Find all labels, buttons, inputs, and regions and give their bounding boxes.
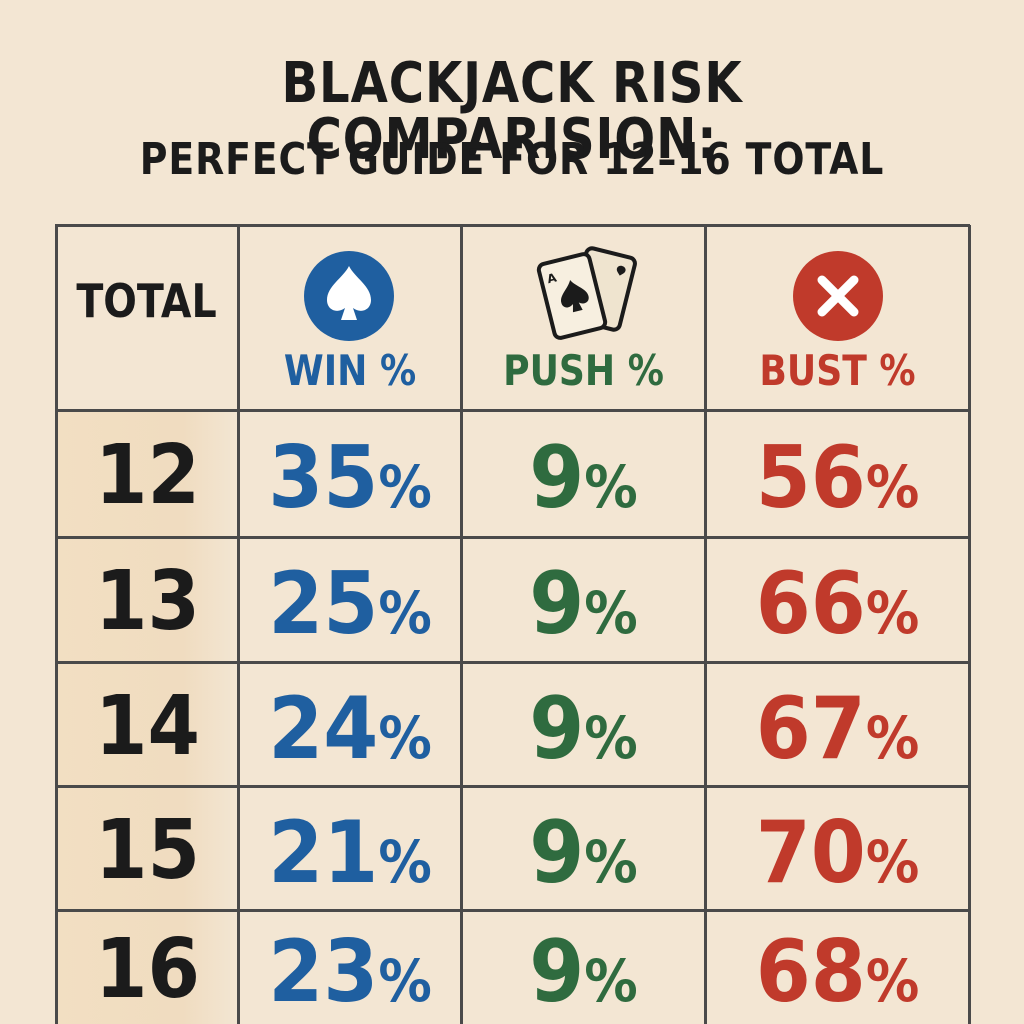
percent-sign: % — [865, 703, 920, 772]
cell-push-row-1: 9% — [473, 435, 695, 521]
header-bust: BUST % — [759, 346, 916, 395]
cell-bust-row-3: 67% — [717, 686, 957, 772]
cell-value: 35 — [268, 428, 379, 528]
percent-sign: % — [865, 947, 920, 1015]
percent-sign: % — [584, 579, 638, 647]
cell-value: 67 — [755, 678, 866, 779]
cell-value: 66 — [755, 554, 866, 654]
percent-sign: % — [378, 453, 432, 521]
cell-push-row-2: 9% — [473, 561, 695, 647]
cell-win-row-2: 25% — [249, 561, 451, 647]
page-title: BLACKJACK RISK COMPARISION: — [281, 51, 743, 172]
cell-value: 16 — [95, 922, 200, 1017]
cell-bust-row-2: 66% — [717, 561, 957, 647]
cell-value: 23 — [268, 922, 379, 1022]
cell-bust-row-1: 56% — [717, 435, 957, 521]
page-subtitle: PERFECT GUIDE FOR 12–16 TOTAL — [139, 134, 885, 185]
cell-total-row-1: 12 — [65, 435, 230, 517]
cell-value: 9 — [529, 802, 585, 903]
percent-sign: % — [865, 827, 920, 896]
percent-sign: % — [865, 453, 920, 521]
grid-line-top — [55, 224, 970, 227]
header-push: PUSH % — [503, 346, 664, 395]
percent-sign: % — [378, 579, 432, 647]
cell-value: 25 — [268, 554, 379, 654]
cell-push-row-4: 9% — [473, 810, 695, 896]
cell-value: 14 — [95, 678, 200, 774]
cell-value: 15 — [95, 802, 200, 898]
header-total: TOTAL — [76, 274, 217, 328]
cell-push-row-3: 9% — [473, 686, 695, 772]
total-column-band — [55, 411, 238, 1024]
cell-value: 9 — [529, 678, 585, 779]
grid-line-col-2 — [460, 225, 463, 1024]
cell-win-row-4: 21% — [249, 810, 451, 896]
percent-sign: % — [584, 453, 638, 521]
percent-sign: % — [378, 703, 432, 772]
cell-value: 68 — [755, 922, 866, 1022]
percent-sign: % — [584, 703, 638, 772]
percent-sign: % — [865, 579, 920, 647]
percent-sign: % — [584, 827, 638, 896]
spade-circle-icon — [304, 251, 394, 341]
cell-value: 13 — [95, 554, 200, 649]
cell-total-row-3: 14 — [65, 685, 230, 768]
cell-win-row-3: 24% — [249, 686, 451, 772]
percent-sign: % — [378, 947, 432, 1015]
cell-value: 24 — [268, 678, 379, 779]
percent-sign: % — [378, 827, 432, 896]
grid-line-col-3 — [704, 225, 707, 1024]
cell-value: 9 — [529, 554, 585, 654]
cell-value: 12 — [95, 428, 200, 523]
cell-value: 21 — [268, 802, 379, 903]
svg-text:A: A — [546, 270, 559, 286]
grid-line-right — [968, 225, 971, 1024]
percent-sign: % — [584, 947, 638, 1015]
playing-cards-icon: A — [536, 246, 637, 340]
cell-value: 9 — [529, 428, 585, 528]
cell-value: 56 — [755, 428, 866, 528]
x-circle-icon — [793, 251, 883, 341]
cell-total-row-4: 15 — [65, 809, 230, 892]
cell-win-row-5: 23% — [249, 929, 451, 1015]
header-win: WIN % — [283, 346, 417, 395]
cell-push-row-5: 9% — [473, 929, 695, 1015]
cell-win-row-1: 35% — [249, 435, 451, 521]
cell-bust-row-5: 68% — [717, 929, 957, 1015]
cell-value: 9 — [529, 922, 585, 1022]
cell-total-row-5: 16 — [65, 929, 230, 1011]
cell-bust-row-4: 70% — [717, 810, 957, 896]
cell-value: 70 — [755, 802, 866, 903]
cell-total-row-2: 13 — [65, 561, 230, 643]
